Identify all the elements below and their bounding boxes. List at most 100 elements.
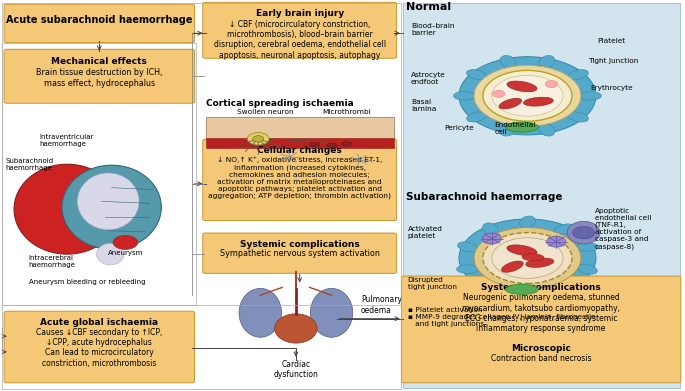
Text: Intracerebral
haemorrhage: Intracerebral haemorrhage [29,255,75,269]
Text: ↓ CBF (microcirculatory constriction,
microthrombosis), blood–brain barrier
disr: ↓ CBF (microcirculatory constriction, mi… [214,20,386,60]
Ellipse shape [466,70,486,80]
Circle shape [483,233,572,283]
Ellipse shape [327,143,337,148]
Ellipse shape [506,284,538,294]
Ellipse shape [580,91,601,100]
FancyBboxPatch shape [4,311,195,383]
FancyBboxPatch shape [4,4,195,43]
Text: Swollen neuron: Swollen neuron [238,109,294,115]
Text: Activated
platelet: Activated platelet [408,226,443,239]
Ellipse shape [97,243,124,265]
Text: Intraventricular
haemorrhage: Intraventricular haemorrhage [39,134,93,147]
Text: Disrupted
tight junction: Disrupted tight junction [408,277,457,290]
Ellipse shape [500,56,516,68]
Ellipse shape [557,281,573,293]
Text: Neurogenic pulmonary oedema, stunned
myocardium, takotsubo cardiomyopathy,
ECG c: Neurogenic pulmonary oedema, stunned myo… [462,293,620,334]
Ellipse shape [506,122,538,132]
Text: Aneurysm: Aneurysm [108,250,143,256]
Text: Acute subarachnoid haemorrhage: Acute subarachnoid haemorrhage [6,14,192,25]
Text: Subarachnoid
haemorrhage: Subarachnoid haemorrhage [5,158,53,171]
Text: Acute global ischaemia: Acute global ischaemia [40,318,158,327]
Text: Early brain injury: Early brain injury [256,9,344,18]
Ellipse shape [555,224,575,234]
Ellipse shape [482,223,498,235]
Circle shape [573,226,595,239]
Circle shape [247,133,269,145]
Circle shape [253,136,264,142]
Ellipse shape [480,282,500,292]
Circle shape [459,57,596,135]
Ellipse shape [453,91,475,100]
Ellipse shape [522,254,544,261]
Text: Sympathetic nervous system activation: Sympathetic nervous system activation [220,249,379,258]
Text: Brain tissue destruction by ICH,
mass effect, hydrocephalus: Brain tissue destruction by ICH, mass ef… [36,68,162,88]
Ellipse shape [499,98,522,109]
Text: Systemic complications: Systemic complications [240,240,360,249]
Ellipse shape [507,245,537,256]
FancyBboxPatch shape [4,49,195,103]
Text: Blood–brain
barrier: Blood–brain barrier [411,23,455,36]
Ellipse shape [458,242,477,252]
Ellipse shape [466,112,486,122]
Ellipse shape [342,142,352,146]
Text: ▪ Platelet activation
▪ MMP-9 degrades collagen IV, laminin, fibronectin
   and : ▪ Platelet activation ▪ MMP-9 degrades c… [408,307,595,327]
FancyBboxPatch shape [203,2,397,58]
Ellipse shape [310,142,320,147]
Ellipse shape [567,221,600,244]
Text: Platelet: Platelet [597,38,625,44]
FancyBboxPatch shape [403,3,680,388]
Ellipse shape [310,289,353,337]
Circle shape [474,228,581,289]
Ellipse shape [500,124,516,136]
Text: Causes ↓CBF secondary to ↑ICP,
↓CPP, acute hydrocephalus
Can lead to microcircul: Causes ↓CBF secondary to ↑ICP, ↓CPP, acu… [36,328,162,368]
Ellipse shape [77,173,139,230]
Ellipse shape [576,243,598,251]
Ellipse shape [569,112,588,122]
Circle shape [493,90,505,97]
Ellipse shape [539,124,555,136]
Circle shape [547,236,566,247]
Ellipse shape [577,264,597,274]
Circle shape [474,65,581,126]
Text: Endothelial
cell: Endothelial cell [495,122,536,135]
Ellipse shape [275,314,317,343]
Ellipse shape [62,165,162,249]
Text: Astrocyte
endfoot: Astrocyte endfoot [411,72,446,85]
Ellipse shape [539,56,555,68]
Text: Apoptotic
endothelial cell
(TNF-R1,
activation of
caspase-3 and
caspase-8): Apoptotic endothelial cell (TNF-R1, acti… [595,208,651,250]
Text: Tight junction: Tight junction [588,57,638,64]
Ellipse shape [526,258,553,267]
FancyBboxPatch shape [401,276,681,383]
Circle shape [492,75,563,116]
Text: Mechanical effects: Mechanical effects [51,57,147,66]
FancyBboxPatch shape [203,139,397,221]
Circle shape [492,238,563,278]
Text: Pulmonary
oedema: Pulmonary oedema [361,295,402,315]
Text: Subarachnoid haemorrage: Subarachnoid haemorrage [406,192,562,202]
Ellipse shape [501,261,523,272]
Text: Aneurysm bleeding or rebleeding: Aneurysm bleeding or rebleeding [29,278,145,285]
Text: Cardiac
dysfunction: Cardiac dysfunction [273,360,319,379]
Ellipse shape [507,81,537,92]
FancyBboxPatch shape [206,138,394,149]
Circle shape [482,233,501,244]
Ellipse shape [519,216,536,228]
Circle shape [459,219,596,297]
Text: ↓ NO,↑ K⁺, oxidative stress, increased ET-1,
inflammation (increased cytokines,
: ↓ NO,↑ K⁺, oxidative stress, increased E… [208,156,391,199]
Text: Contraction band necrosis: Contraction band necrosis [491,354,591,363]
Text: Microscopic: Microscopic [511,344,571,353]
Text: Pericyte: Pericyte [444,125,473,131]
Text: Microthrombi: Microthrombi [323,109,371,115]
Circle shape [545,81,558,88]
Ellipse shape [569,70,588,80]
FancyBboxPatch shape [203,233,397,273]
Circle shape [113,235,138,249]
Text: Systemic complications: Systemic complications [482,283,601,292]
Ellipse shape [519,288,536,300]
Text: Erythrocyte: Erythrocyte [590,85,633,91]
Ellipse shape [14,164,121,254]
Text: Basal
lamina: Basal lamina [411,99,436,112]
Circle shape [483,70,572,121]
FancyBboxPatch shape [206,117,394,174]
Ellipse shape [239,289,282,337]
